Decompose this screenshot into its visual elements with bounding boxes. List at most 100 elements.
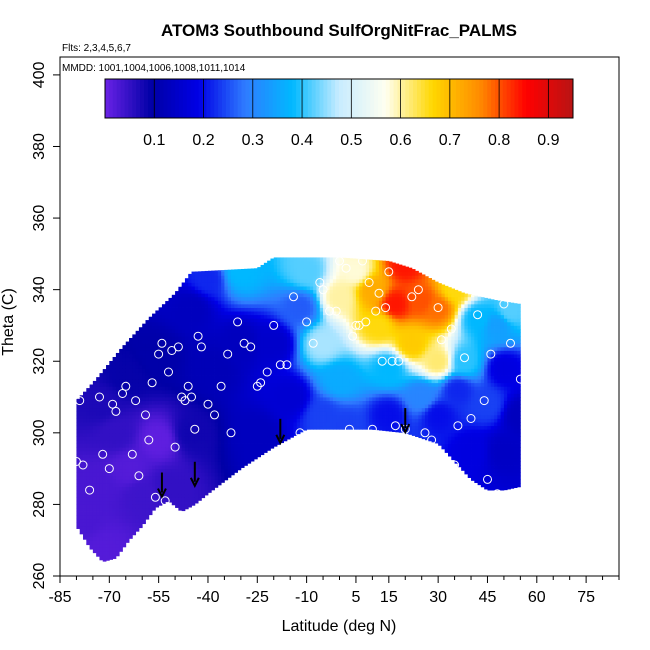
- heatmap-cell: [207, 404, 212, 409]
- heatmap-cell: [204, 293, 209, 298]
- heatmap-cell: [198, 397, 202, 402]
- heatmap-cell: [165, 307, 169, 312]
- heatmap-cell: [129, 422, 133, 427]
- heatmap-cell: [296, 261, 301, 265]
- heatmap-cell: [362, 357, 367, 362]
- heatmap-cell: [109, 404, 114, 409]
- heatmap-cell: [178, 414, 183, 419]
- heatmap-cell: [362, 397, 367, 402]
- heatmap-cell: [263, 311, 268, 316]
- heatmap-cell: [375, 386, 380, 391]
- heatmap-cell: [372, 364, 377, 369]
- heatmap-cell: [263, 303, 268, 308]
- heatmap-cell: [300, 264, 304, 269]
- heatmap-cell: [165, 436, 169, 441]
- heatmap-cell: [125, 432, 130, 437]
- heatmap-cell: [122, 414, 127, 419]
- heatmap-cell: [342, 257, 347, 262]
- heatmap-cell: [109, 507, 114, 512]
- heatmap-cell: [201, 371, 206, 376]
- heatmap-cell: [329, 393, 334, 398]
- heatmap-cell: [119, 432, 123, 437]
- heatmap-cell: [283, 407, 288, 412]
- heatmap-cell: [346, 325, 350, 330]
- heatmap-cell: [145, 504, 150, 509]
- heatmap-cell: [109, 361, 114, 362]
- heatmap-cell: [83, 536, 87, 540]
- heatmap-cell: [303, 346, 308, 351]
- heatmap-cell: [198, 336, 202, 341]
- heatmap-cell: [257, 447, 261, 452]
- heatmap-cell: [148, 482, 153, 487]
- heatmap-cell: [260, 414, 265, 419]
- heatmap-cell: [109, 482, 114, 487]
- heatmap-cell: [234, 450, 238, 455]
- heatmap-cell: [234, 332, 238, 337]
- heatmap-cell: [99, 411, 104, 416]
- heatmap-cell: [79, 493, 84, 498]
- heatmap-cell: [326, 275, 331, 280]
- heatmap-cell: [326, 361, 331, 366]
- heatmap-cell: [135, 343, 140, 348]
- heatmap-cell: [319, 371, 324, 376]
- heatmap-cell: [372, 261, 377, 265]
- heatmap-cell: [102, 457, 107, 462]
- heatmap-cell: [365, 418, 370, 423]
- heatmap-cell: [129, 497, 133, 502]
- heatmap-cell: [244, 400, 248, 405]
- heatmap-cell: [76, 429, 81, 434]
- heatmap-cell: [316, 404, 321, 409]
- heatmap-cell: [346, 264, 350, 269]
- heatmap-cell: [198, 407, 202, 412]
- heatmap-cell: [270, 343, 275, 348]
- heatmap-cell: [171, 504, 176, 506]
- heatmap-cell: [227, 278, 232, 283]
- heatmap-cell: [188, 273, 192, 276]
- heatmap-cell: [326, 257, 331, 262]
- heatmap-cell: [326, 382, 331, 387]
- heatmap-cell: [138, 436, 143, 441]
- heatmap-cell: [316, 318, 321, 323]
- heatmap-cell: [171, 450, 176, 455]
- heatmap-cell: [201, 286, 206, 291]
- heatmap-cell: [155, 429, 160, 434]
- heatmap-cell: [89, 404, 94, 409]
- heatmap-cell: [175, 293, 179, 298]
- heatmap-cell: [254, 354, 258, 359]
- heatmap-cell: [194, 486, 199, 491]
- heatmap-cell: [211, 432, 215, 437]
- heatmap-cell: [142, 439, 146, 444]
- heatmap-cell: [125, 475, 130, 480]
- heatmap-cell: [96, 447, 100, 452]
- heatmap-cell: [313, 371, 317, 376]
- heatmap-cell: [227, 382, 232, 387]
- heatmap-cell: [148, 443, 153, 448]
- heatmap-cell: [142, 422, 146, 427]
- heatmap-cell: [332, 264, 337, 269]
- heatmap-cell: [211, 461, 215, 466]
- heatmap-cell: [145, 429, 150, 434]
- heatmap-cell: [346, 318, 350, 323]
- heatmap-cell: [296, 350, 301, 355]
- heatmap-cell: [234, 336, 238, 341]
- heatmap-cell: [270, 329, 275, 334]
- heatmap-cell: [207, 364, 212, 369]
- heatmap-cell: [135, 330, 140, 334]
- heatmap-cell: [175, 291, 179, 294]
- heatmap-cell: [273, 397, 278, 402]
- heatmap-cell: [329, 382, 334, 387]
- heatmap-cell: [165, 318, 169, 323]
- heatmap-cell: [355, 339, 360, 344]
- heatmap-cell: [323, 386, 327, 391]
- heatmap-cell: [106, 386, 110, 391]
- heatmap-cell: [369, 271, 373, 276]
- heatmap-cell: [83, 475, 87, 480]
- heatmap-cell: [198, 475, 202, 480]
- heatmap-cell: [89, 425, 94, 430]
- heatmap-cell: [86, 436, 90, 441]
- heatmap-cell: [175, 425, 179, 430]
- heatmap-cell: [277, 400, 281, 405]
- heatmap-cell: [293, 300, 298, 305]
- heatmap-cell: [188, 286, 192, 291]
- heatmap-cell: [286, 314, 291, 319]
